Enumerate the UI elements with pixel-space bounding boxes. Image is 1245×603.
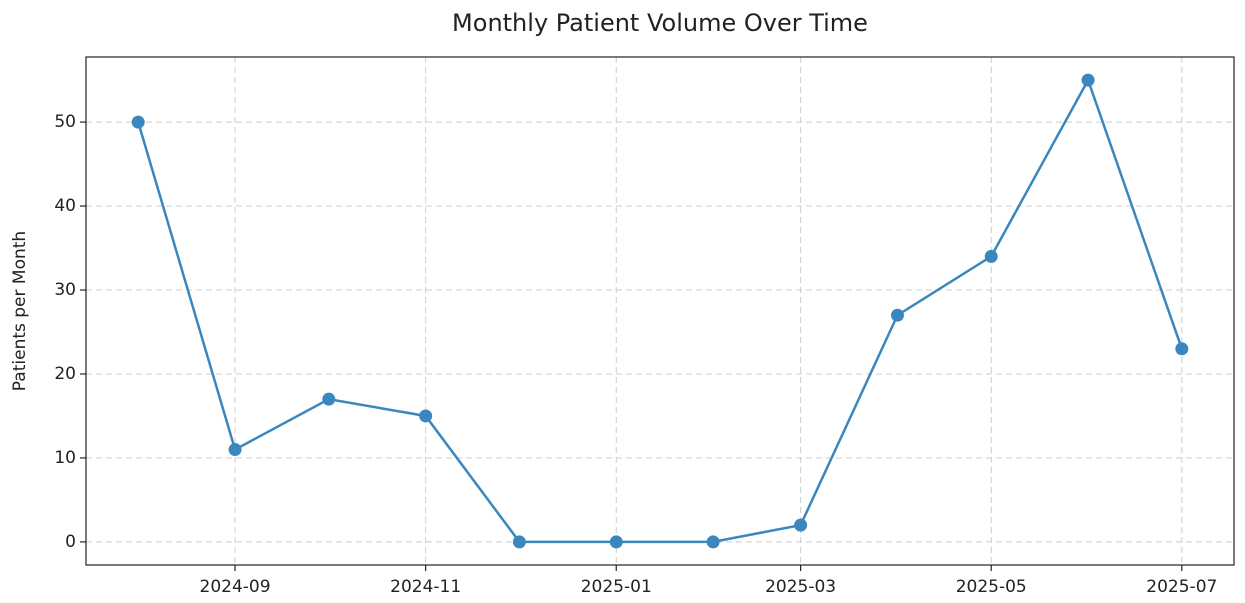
x-tick-label: 2025-05 bbox=[956, 577, 1027, 597]
x-tick-label: 2024-11 bbox=[390, 577, 461, 597]
data-point bbox=[1175, 342, 1189, 356]
data-point bbox=[1081, 73, 1095, 87]
data-point bbox=[706, 535, 720, 549]
y-tick-label: 40 bbox=[54, 196, 76, 216]
y-tick-label: 20 bbox=[54, 364, 76, 384]
chart-title: Monthly Patient Volume Over Time bbox=[452, 9, 868, 37]
data-line bbox=[136, 77, 1184, 544]
plot-frame bbox=[85, 56, 1235, 566]
data-point bbox=[228, 443, 242, 457]
data-point bbox=[419, 409, 433, 423]
data-point bbox=[609, 535, 623, 549]
data-point bbox=[794, 518, 808, 532]
data-point bbox=[322, 392, 336, 406]
data-point bbox=[984, 249, 998, 263]
y-tick-label: 50 bbox=[54, 112, 76, 132]
y-tick-label: 30 bbox=[54, 280, 76, 300]
x-tick-label: 2025-03 bbox=[765, 577, 836, 597]
y-tick-label: 10 bbox=[54, 448, 76, 468]
y-axis-label: Patients per Month bbox=[10, 231, 30, 391]
data-point bbox=[512, 535, 526, 549]
data-point bbox=[890, 308, 904, 322]
data-point bbox=[131, 115, 145, 129]
x-tick-label: 2025-01 bbox=[581, 577, 652, 597]
x-tick-label: 2024-09 bbox=[200, 577, 271, 597]
x-tick-label: 2025-07 bbox=[1146, 577, 1217, 597]
y-tick-label: 0 bbox=[65, 532, 76, 552]
